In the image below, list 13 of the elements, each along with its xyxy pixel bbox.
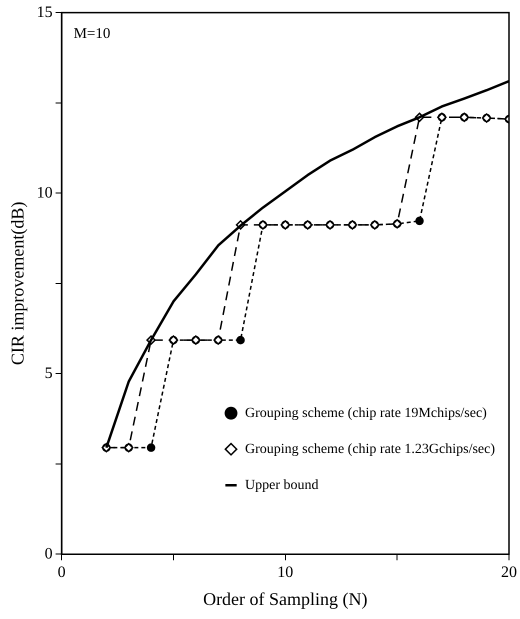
y-tick-label: 0: [44, 545, 53, 562]
y-tick-label: 10: [36, 184, 53, 202]
y-tick-label: 15: [36, 4, 53, 21]
x-tick-label: 20: [501, 564, 517, 582]
legend-label: Grouping scheme (chip rate 1.23Gchips/sec): [245, 442, 496, 457]
x-tick-label: 0: [58, 564, 66, 582]
x-tick-label: 10: [277, 564, 294, 582]
y-axis-title: CIR improvement(dB): [8, 202, 28, 366]
annotation: M=10: [74, 26, 110, 42]
x-axis-title: Order of Sampling (N): [203, 588, 368, 609]
y-tick-label: 5: [44, 364, 53, 382]
legend-label: Upper bound: [245, 478, 319, 493]
legend-label: Grouping scheme (chip rate 19Mchips/sec): [245, 406, 488, 421]
